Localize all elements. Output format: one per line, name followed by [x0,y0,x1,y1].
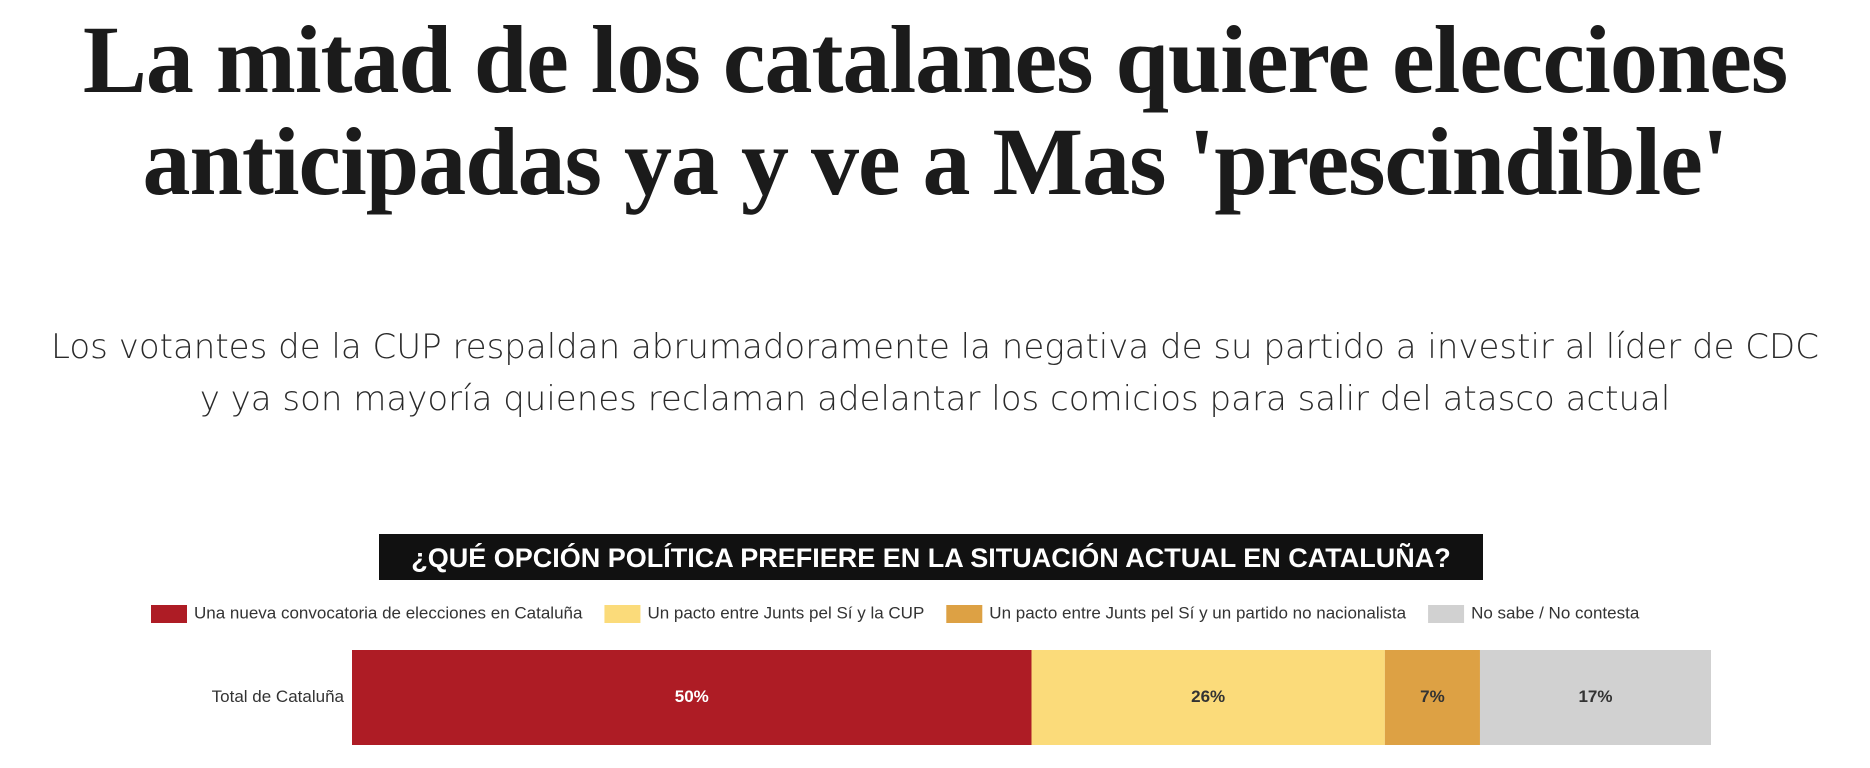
subtitle: y ya son mayoría quienes reclaman adelan… [200,379,1671,419]
legend-label: Una nueva convocatoria de elecciones en … [194,603,583,622]
headline: La mitad de los catalanes quiere eleccio… [83,6,1787,113]
bar-segment [1384,650,1480,745]
chart-title-box [379,534,1483,580]
headline: anticipadas ya y ve a Mas 'prescindible' [142,108,1727,215]
category-label: Total de Cataluña [212,687,345,706]
legend-label: No sabe / No contesta [1471,603,1640,622]
legend-label: Un pacto entre Junts pel Sí y la CUP [647,603,924,622]
legend-swatch [946,605,983,623]
subtitle: Los votantes de la CUP respaldan abrumad… [51,327,1819,367]
value-label: 50% [675,687,709,706]
legend-swatch [604,605,641,623]
bar-segment [1479,650,1711,745]
chart-title: ¿QUÉ OPCIÓN POLÍTICA PREFIERE EN LA SITU… [411,542,1451,573]
value-label: 17% [1578,687,1612,706]
legend-swatch [1428,605,1465,623]
legend-label: Un pacto entre Junts pel Sí y un partido… [989,603,1406,622]
legend-swatch [151,605,187,623]
value-label: 26% [1191,687,1225,706]
bar-segment [1031,650,1385,745]
bar-segment [352,650,1032,745]
value-label: 7% [1420,687,1445,706]
